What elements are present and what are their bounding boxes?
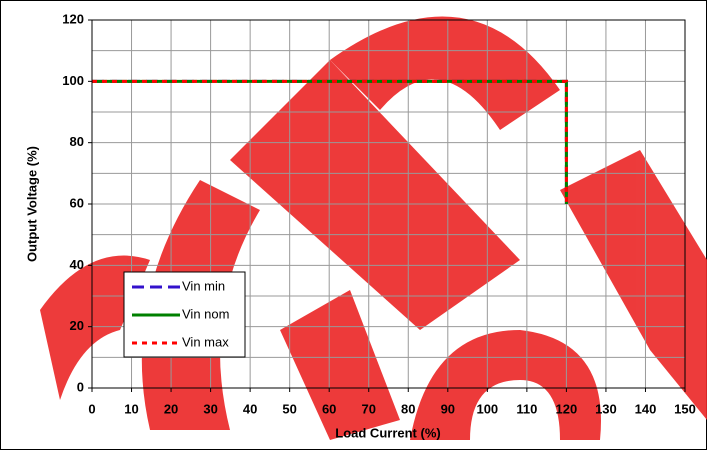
x-tick-label: 140	[635, 401, 657, 416]
y-axis-title: Output Voltage (%)	[24, 146, 39, 262]
x-tick-label: 10	[124, 401, 138, 416]
x-tick-label: 30	[203, 401, 217, 416]
plot-frame	[91, 19, 686, 389]
legend-label: Vin nom	[182, 306, 229, 321]
x-tick-label: 150	[674, 401, 696, 416]
x-tick-label: 80	[401, 401, 415, 416]
y-tick-label: 120	[62, 11, 84, 26]
x-tick-label: 90	[441, 401, 455, 416]
legend-label: Vin max	[182, 334, 229, 349]
x-tick-label: 100	[476, 401, 498, 416]
y-tick-label: 80	[70, 134, 84, 149]
x-tick-label: 20	[164, 401, 178, 416]
x-tick-label: 50	[282, 401, 296, 416]
series-line	[92, 79, 568, 204]
x-tick-label: 110	[516, 401, 537, 416]
y-tick-label: 40	[70, 257, 84, 272]
x-tick-label: 130	[595, 401, 617, 416]
x-tick-label: 70	[361, 401, 375, 416]
y-tick-label: 20	[70, 318, 84, 333]
y-tick-label: 0	[77, 379, 84, 394]
x-tick-label: 40	[243, 401, 257, 416]
legend: Vin min Vin nom Vin max	[123, 271, 246, 358]
x-axis-title: Load Current (%)	[335, 425, 440, 440]
x-tick-label: 0	[88, 401, 95, 416]
y-tick-label: 60	[70, 195, 84, 210]
x-tick-label: 120	[556, 401, 578, 416]
x-tick-label: 60	[322, 401, 336, 416]
legend-label: Vin min	[182, 278, 225, 293]
y-tick-label: 100	[62, 73, 84, 88]
